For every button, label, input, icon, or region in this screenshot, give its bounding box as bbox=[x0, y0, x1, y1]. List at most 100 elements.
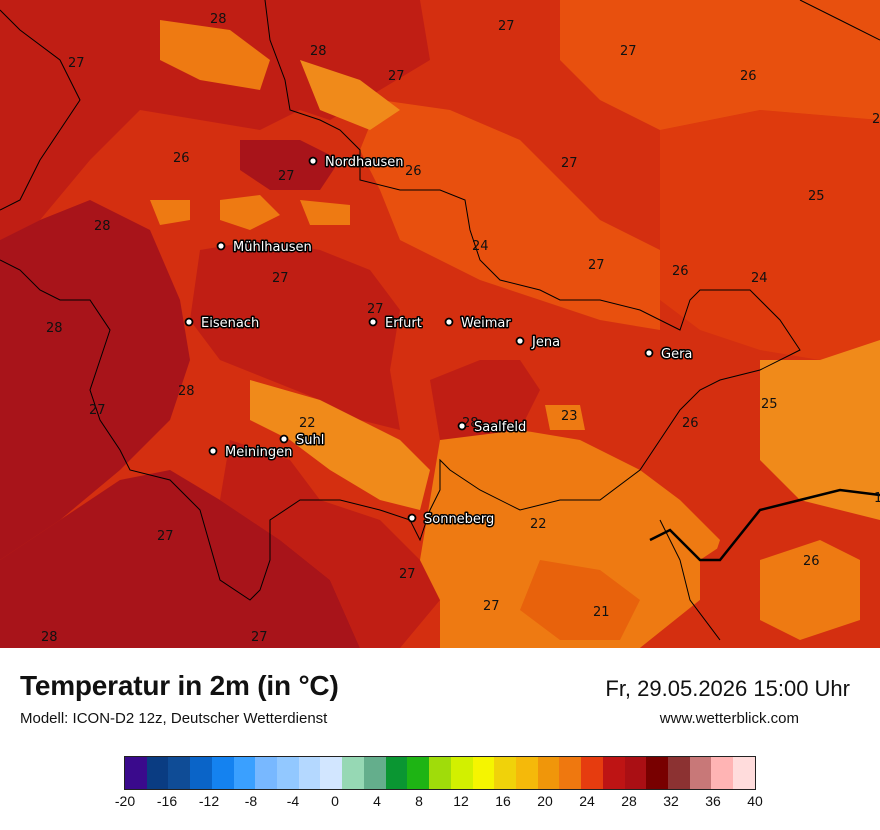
city-label: Jena bbox=[531, 335, 560, 350]
temp-value: 22 bbox=[530, 517, 547, 532]
scale-tick-label: -8 bbox=[244, 793, 258, 809]
scale-swatch bbox=[602, 757, 625, 789]
scale-swatch bbox=[277, 757, 299, 789]
scale-swatch bbox=[211, 757, 234, 789]
temp-value: 27 bbox=[278, 169, 295, 184]
scale-tick-label: -4 bbox=[286, 793, 300, 809]
scale-tick-label: -20 bbox=[114, 793, 136, 809]
city-jena: Jena bbox=[515, 334, 562, 352]
website-link[interactable]: www.wetterblick.com bbox=[659, 710, 799, 727]
temp-value: 27 bbox=[272, 271, 289, 286]
temp-value: 25 bbox=[761, 397, 778, 412]
model-info: Modell: ICON-D2 12z, Deutscher Wetterdie… bbox=[20, 710, 328, 727]
temp-value: 26 bbox=[173, 151, 190, 166]
scale-swatch bbox=[125, 757, 147, 789]
city-erfurt: Erfurt bbox=[368, 315, 423, 333]
scale-tick-label: 28 bbox=[621, 793, 637, 809]
temp-value: 28 bbox=[41, 630, 58, 645]
temp-value: 27 bbox=[498, 19, 515, 34]
temp-value: 27 bbox=[588, 258, 605, 273]
scale-tick-label: -12 bbox=[198, 793, 220, 809]
city-dot bbox=[208, 446, 218, 456]
map-canvas: 28 27 27 28 27 26 27 28 26 27 27 26 28 2… bbox=[0, 0, 880, 648]
temp-value: 27 bbox=[561, 156, 578, 171]
temp-value: 27 bbox=[251, 630, 268, 645]
city-dot bbox=[457, 421, 467, 431]
city-label: Erfurt bbox=[385, 316, 422, 331]
scale-swatch bbox=[168, 757, 191, 789]
color-scale-bar bbox=[124, 756, 756, 790]
city-weimar: Weimar bbox=[444, 315, 513, 333]
city-label: Mühlhausen bbox=[233, 240, 312, 255]
temperature-field bbox=[0, 0, 880, 648]
temp-value: 26 bbox=[405, 164, 422, 179]
temp-value: 26 bbox=[740, 69, 757, 84]
city-dot bbox=[444, 317, 454, 327]
scale-tick-label: 16 bbox=[495, 793, 511, 809]
scale-tick-label: 32 bbox=[663, 793, 679, 809]
city-markers: Nordhausen Mühlhausen Eisenach Erfurt Weimar… bbox=[184, 154, 694, 529]
scale-swatch bbox=[146, 757, 169, 789]
scale-swatch bbox=[472, 757, 495, 789]
scale-swatch bbox=[320, 757, 343, 789]
color-scale-legend: -20 -16 -12 -8 -4 0 4 8 12 16 20 24 28 32 36 40 bbox=[115, 756, 763, 816]
temp-value: 28 bbox=[46, 321, 63, 336]
temp-value: 27 bbox=[483, 599, 500, 614]
temp-value: 26 bbox=[803, 554, 820, 569]
scale-swatch bbox=[255, 757, 278, 789]
scale-tick-label: 8 bbox=[415, 793, 423, 809]
temp-value: 27 bbox=[157, 529, 174, 544]
color-scale-ticks: -20 -16 -12 -8 -4 0 4 8 12 16 20 24 28 32 36 40 bbox=[115, 793, 763, 813]
map-footer: Temperatur in 2m (in °C) Modell: ICON-D2… bbox=[0, 648, 880, 830]
scale-swatch bbox=[363, 757, 386, 789]
temp-value: 21 bbox=[593, 605, 610, 620]
city-dot bbox=[368, 317, 378, 327]
temp-value: 28 bbox=[210, 12, 227, 27]
city-nordhausen: Nordhausen bbox=[308, 154, 405, 172]
scale-tick-label: -16 bbox=[156, 793, 178, 809]
temp-value: 28 bbox=[310, 44, 327, 59]
scale-swatch bbox=[515, 757, 538, 789]
temp-value: 24 bbox=[472, 239, 489, 254]
scale-swatch bbox=[190, 757, 212, 789]
city-label: Meiningen bbox=[225, 445, 292, 460]
city-mhlhausen: Mühlhausen bbox=[216, 239, 313, 257]
scale-swatch bbox=[646, 757, 668, 789]
scale-tick-label: 40 bbox=[747, 793, 763, 809]
city-suhl: Suhl bbox=[279, 432, 326, 450]
city-meiningen: Meiningen bbox=[208, 444, 294, 462]
temp-value: 28 bbox=[94, 219, 111, 234]
scale-tick-label: 4 bbox=[373, 793, 381, 809]
map-title: Temperatur in 2m (in °C) bbox=[20, 670, 339, 701]
city-gera: Gera bbox=[644, 346, 694, 364]
city-sonneberg: Sonneberg bbox=[407, 511, 496, 529]
temp-value: 26 bbox=[682, 416, 699, 431]
city-label: Suhl bbox=[296, 433, 324, 448]
scale-swatch bbox=[429, 757, 451, 789]
scale-swatch bbox=[581, 757, 603, 789]
city-saalfeld: Saalfeld bbox=[457, 419, 528, 437]
temp-value: 27 bbox=[367, 302, 384, 317]
forecast-datetime: Fr, 29.05.2026 15:00 Uhr bbox=[605, 676, 850, 701]
scale-swatch bbox=[494, 757, 516, 789]
scale-swatch bbox=[559, 757, 582, 789]
city-dot bbox=[184, 317, 194, 327]
scale-swatch bbox=[298, 757, 321, 789]
temp-value: 19 bbox=[874, 491, 880, 506]
scale-tick-label: 36 bbox=[705, 793, 721, 809]
scale-tick-label: 12 bbox=[453, 793, 469, 809]
temp-value: 23 bbox=[561, 409, 578, 424]
temperature-map: 28 27 27 28 27 26 27 28 26 27 27 26 28 2… bbox=[0, 0, 880, 648]
scale-swatch bbox=[733, 757, 755, 789]
city-label: Gera bbox=[661, 347, 692, 362]
city-dot bbox=[308, 156, 318, 166]
city-label: Eisenach bbox=[201, 316, 259, 331]
border-lines bbox=[0, 0, 880, 641]
city-dot bbox=[515, 336, 525, 346]
scale-swatch bbox=[342, 757, 364, 789]
scale-tick-label: 0 bbox=[331, 793, 339, 809]
scale-swatch bbox=[385, 757, 408, 789]
scale-swatch bbox=[233, 757, 256, 789]
scale-swatch bbox=[689, 757, 712, 789]
temp-value: 27 bbox=[388, 69, 405, 84]
